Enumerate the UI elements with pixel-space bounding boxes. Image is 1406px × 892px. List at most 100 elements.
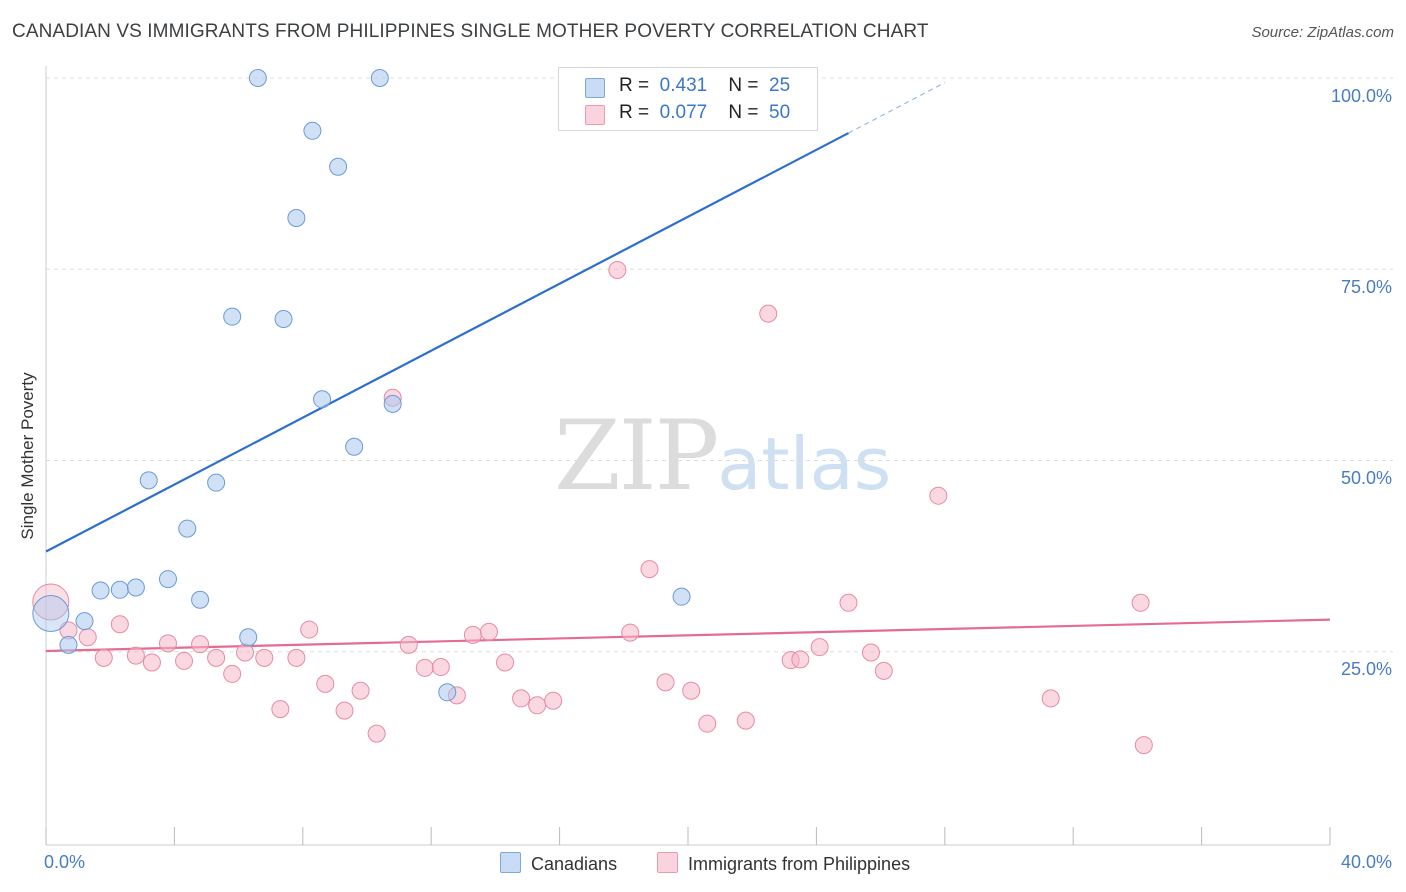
point-canadians <box>329 157 348 176</box>
point-philippines <box>544 691 563 710</box>
legend-r-label: R = <box>619 75 650 96</box>
legend-swatch <box>657 852 678 873</box>
point-canadians <box>274 309 293 328</box>
point-philippines <box>287 648 306 667</box>
y-tick-label: 25.0% <box>1340 659 1392 679</box>
point-canadians <box>207 473 226 492</box>
point-canadians <box>126 578 145 597</box>
point-canadians <box>287 208 306 227</box>
chart-title: CANADIAN VS IMMIGRANTS FROM PHILIPPINES … <box>12 21 929 42</box>
point-philippines <box>656 673 675 692</box>
point-philippines <box>621 623 640 642</box>
point-philippines <box>335 701 354 720</box>
point-canadians <box>191 590 210 609</box>
point-philippines <box>271 700 290 719</box>
y-tick-label: 100.0% <box>1330 86 1392 106</box>
data-points <box>32 69 1153 755</box>
point-philippines <box>608 261 627 280</box>
point-canadians <box>178 519 197 538</box>
point-philippines <box>32 583 70 621</box>
point-philippines <box>839 593 858 612</box>
legend-swatch <box>500 852 521 873</box>
trend-line-canadians-extension <box>848 82 946 134</box>
watermark-zip: ZIP <box>554 400 719 512</box>
point-canadians <box>91 581 110 600</box>
legend-n-value: 25 <box>769 75 791 96</box>
point-canadians <box>345 437 364 456</box>
point-philippines <box>415 658 434 677</box>
point-philippines <box>142 653 161 672</box>
point-canadians <box>139 471 158 490</box>
legend-r-label: R = <box>619 102 650 123</box>
point-philippines <box>496 653 515 672</box>
point-philippines <box>255 648 274 667</box>
y-tick-label: 75.0% <box>1340 277 1392 297</box>
legend-n-value: 50 <box>769 102 791 123</box>
point-philippines <box>236 643 255 662</box>
point-philippines <box>399 635 418 654</box>
point-philippines <box>736 711 755 730</box>
x-tick-label: 40.0% <box>1340 852 1392 872</box>
point-philippines <box>316 674 335 693</box>
legend-n-label: N = <box>728 75 759 96</box>
point-philippines <box>126 646 145 665</box>
point-philippines <box>94 648 113 667</box>
point-canadians <box>370 69 389 87</box>
source-label: Source: ZipAtlas.com <box>1251 24 1394 41</box>
point-philippines <box>640 560 659 579</box>
point-canadians <box>672 587 691 606</box>
watermark-atlas: atlas <box>717 422 892 506</box>
point-philippines <box>175 651 194 670</box>
point-philippines <box>1041 689 1060 708</box>
point-canadians <box>438 683 457 702</box>
point-philippines <box>512 689 531 708</box>
point-canadians <box>248 69 267 87</box>
point-canadians <box>239 628 258 647</box>
point-philippines <box>1134 736 1153 755</box>
point-philippines <box>861 643 880 662</box>
legend-r-value: 0.431 <box>659 75 708 96</box>
point-philippines <box>810 638 829 657</box>
bottom-legend-philippines: Immigrants from Philippines <box>657 852 910 875</box>
point-philippines <box>463 625 482 644</box>
point-philippines <box>431 658 450 677</box>
legend-r-value: 0.077 <box>659 102 708 123</box>
correlation-legend: R = 0.431 N = 25 R = 0.077 N = 50 <box>558 67 818 131</box>
point-philippines <box>158 634 177 653</box>
point-canadians <box>75 612 94 631</box>
point-philippines <box>1131 593 1150 612</box>
point-canadians <box>313 390 332 409</box>
point-canadians <box>110 580 129 599</box>
point-philippines <box>698 714 717 733</box>
point-philippines <box>300 620 319 639</box>
point-philippines <box>791 650 810 669</box>
point-philippines <box>223 664 242 683</box>
point-philippines <box>528 696 547 715</box>
gridlines <box>46 77 1393 653</box>
axes <box>45 66 1331 846</box>
point-canadians <box>223 307 242 326</box>
trend-line-canadians <box>45 132 850 553</box>
legend-label: Immigrants from Philippines <box>688 854 911 874</box>
point-philippines <box>110 615 129 634</box>
trend-lines <box>45 82 1331 653</box>
point-canadians <box>59 635 78 654</box>
legend-swatch <box>585 78 605 98</box>
point-philippines <box>191 635 210 654</box>
point-philippines <box>351 681 370 700</box>
y-tick-label: 50.0% <box>1340 468 1392 488</box>
legend-swatch <box>585 105 605 125</box>
point-canadians <box>158 570 177 589</box>
point-philippines <box>367 724 386 743</box>
y-axis-label: Single Mother Poverty <box>18 372 37 540</box>
point-philippines <box>682 681 701 700</box>
point-philippines <box>929 486 948 505</box>
legend-n-label: N = <box>728 102 759 123</box>
point-philippines <box>759 304 778 323</box>
point-philippines <box>479 622 498 641</box>
point-canadians <box>32 595 70 632</box>
point-philippines <box>874 661 893 680</box>
point-philippines <box>78 628 97 647</box>
bottom-legend-canadians: Canadians <box>500 852 617 875</box>
